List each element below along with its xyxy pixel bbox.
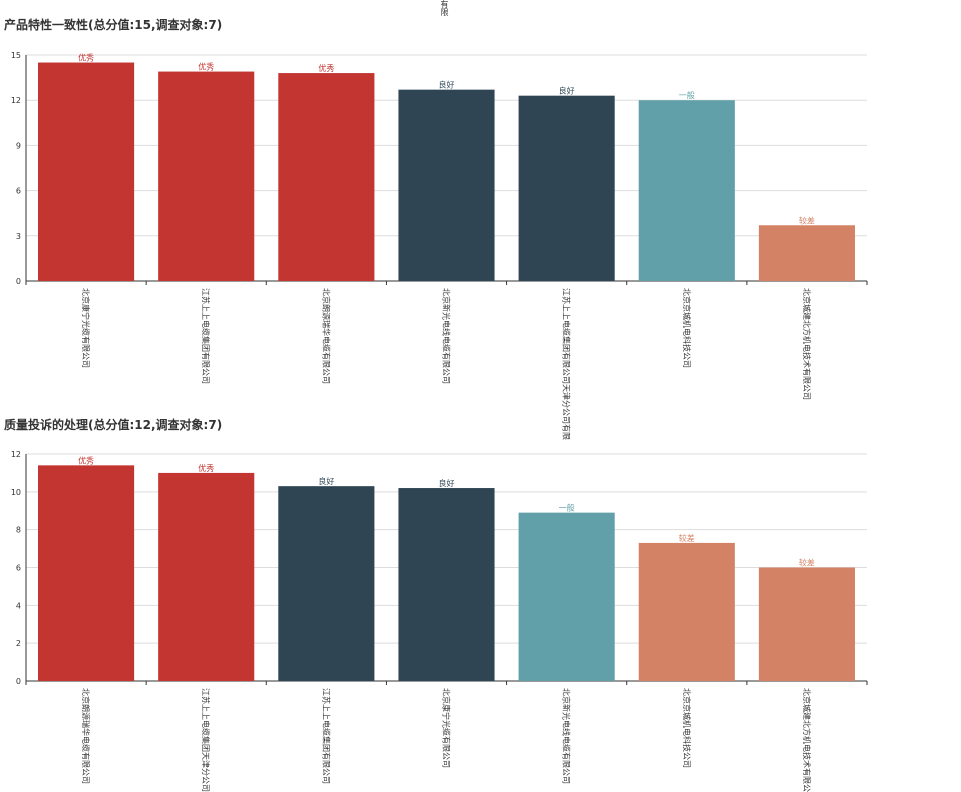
bar <box>638 100 735 281</box>
bar <box>518 95 615 282</box>
bar-rating-label: 优秀 <box>78 455 94 465</box>
y-tick-label: 8 <box>16 526 21 535</box>
bar <box>518 512 615 681</box>
y-tick-label: 9 <box>16 141 21 150</box>
bar-rating-label: 一般 <box>559 503 575 513</box>
bar-rating-label: 优秀 <box>198 62 214 72</box>
x-category-label: 江苏上上电缆集团有限公司天津分公司有限 <box>562 288 572 440</box>
bar-rating-label: 良好 <box>318 476 334 486</box>
bar-rating-label: 优秀 <box>198 463 214 473</box>
x-category-label: 江苏上上电缆集团天津分公司 <box>201 688 211 792</box>
bar <box>158 472 255 681</box>
x-category-label: 北京城建北方机电技术有限公司 <box>802 688 812 792</box>
x-category-label: 江苏上上电缆集团有限公司 <box>321 688 331 784</box>
y-tick-label: 10 <box>11 488 21 497</box>
bar <box>278 486 375 681</box>
y-tick-label: 15 <box>11 51 21 60</box>
bar-rating-label: 良好 <box>439 80 455 90</box>
x-category-label: 北京康宁光缆有限公司 <box>442 688 452 768</box>
x-category-label: 北京京城机电科技公司 <box>682 288 692 368</box>
bar <box>758 567 855 681</box>
x-category-label: 北京朗源瑞华电缆有限公司 <box>321 288 331 384</box>
x-category-label: 北京京城机电科技公司 <box>682 688 692 768</box>
bar-rating-label: 优秀 <box>318 63 334 73</box>
y-tick-label: 4 <box>16 601 21 610</box>
x-category-label: 北京康宁光缆有限公司 <box>81 288 91 368</box>
bar-rating-label: 较差 <box>799 215 815 225</box>
y-tick-label: 12 <box>11 96 21 105</box>
top-stray-label: 有限 <box>440 0 449 16</box>
x-category-label: 北京城建北方机电技术有限公司 <box>802 288 812 400</box>
bar-rating-label: 一般 <box>679 90 695 100</box>
y-tick-label: 2 <box>16 639 21 648</box>
bar <box>758 225 855 281</box>
y-tick-label: 0 <box>16 277 21 286</box>
bar <box>38 465 135 681</box>
chart-title-complaint-handling: 质量投诉的处理(总分值:12,调查对象:7) <box>4 418 223 432</box>
x-category-label: 北京新光电线电缆有限公司 <box>562 688 572 784</box>
x-category-label: 江苏上上电缆集团有限公司 <box>201 288 211 384</box>
bar-rating-label: 较差 <box>799 558 815 568</box>
bar <box>398 488 495 681</box>
bar <box>638 542 735 681</box>
x-category-label: 北京新光电线电缆有限公司 <box>442 288 452 384</box>
x-category-label: 北京朗源瑞华电缆有限公司 <box>81 688 91 784</box>
y-tick-label: 12 <box>11 450 21 459</box>
bar-rating-label: 良好 <box>439 478 455 488</box>
bar <box>398 89 495 281</box>
chart-title-product-consistency: 产品特性一致性(总分值:15,调查对象:7) <box>4 18 223 32</box>
bar <box>38 62 135 282</box>
y-tick-label: 0 <box>16 677 21 686</box>
y-tick-label: 6 <box>16 564 21 573</box>
bar-rating-label: 优秀 <box>78 53 94 63</box>
bar <box>158 71 255 281</box>
y-tick-label: 3 <box>16 232 21 241</box>
bar-rating-label: 良好 <box>559 86 575 96</box>
y-tick-label: 6 <box>16 187 21 196</box>
bar-rating-label: 较差 <box>679 533 695 543</box>
bar <box>278 73 375 281</box>
